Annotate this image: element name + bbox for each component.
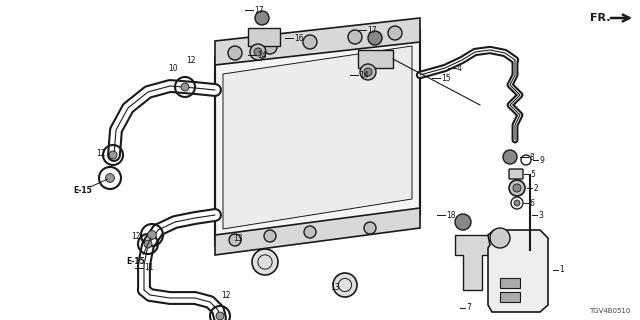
Circle shape	[490, 228, 510, 248]
Circle shape	[109, 151, 117, 159]
Text: 12: 12	[221, 292, 230, 300]
Circle shape	[364, 222, 376, 234]
Circle shape	[360, 64, 376, 80]
Circle shape	[348, 30, 362, 44]
Circle shape	[333, 273, 357, 297]
Circle shape	[509, 180, 525, 196]
Text: 14: 14	[257, 51, 267, 60]
Text: 13: 13	[233, 234, 243, 243]
Text: FR.: FR.	[590, 13, 611, 23]
Polygon shape	[455, 235, 490, 290]
Circle shape	[181, 83, 189, 91]
Bar	[500, 292, 520, 302]
Text: 18: 18	[446, 211, 456, 220]
Circle shape	[216, 312, 224, 320]
Text: 17: 17	[254, 5, 264, 14]
Text: 7: 7	[466, 303, 471, 313]
Circle shape	[513, 184, 521, 192]
Circle shape	[303, 35, 317, 49]
Circle shape	[254, 48, 262, 56]
Polygon shape	[215, 208, 420, 255]
Circle shape	[106, 173, 115, 182]
Text: 6: 6	[530, 198, 535, 207]
Circle shape	[144, 240, 152, 248]
Circle shape	[368, 31, 382, 45]
Circle shape	[228, 46, 242, 60]
Bar	[358, 50, 393, 68]
Text: 13: 13	[330, 284, 340, 292]
Text: 11: 11	[144, 263, 154, 273]
Text: 12: 12	[131, 231, 141, 241]
Circle shape	[264, 230, 276, 242]
Text: 15: 15	[441, 74, 451, 83]
Circle shape	[263, 40, 277, 54]
FancyBboxPatch shape	[509, 169, 523, 179]
Circle shape	[148, 231, 156, 239]
Text: 12: 12	[186, 55, 195, 65]
Circle shape	[364, 68, 372, 76]
Text: 3: 3	[538, 211, 543, 220]
Text: 9: 9	[539, 156, 544, 164]
Circle shape	[503, 150, 517, 164]
Text: 1: 1	[559, 266, 564, 275]
Circle shape	[255, 11, 269, 25]
Polygon shape	[215, 18, 420, 65]
Text: TGV4B0510: TGV4B0510	[589, 308, 630, 314]
Text: 17: 17	[367, 26, 376, 35]
Circle shape	[304, 226, 316, 238]
Circle shape	[252, 249, 278, 275]
Circle shape	[388, 26, 402, 40]
Text: E-15: E-15	[73, 186, 92, 195]
Circle shape	[455, 214, 471, 230]
Text: E-15: E-15	[126, 258, 145, 267]
Text: 8: 8	[529, 153, 534, 162]
Text: 5: 5	[530, 170, 535, 179]
Text: 10: 10	[168, 63, 178, 73]
Text: 14: 14	[359, 70, 369, 79]
Polygon shape	[215, 30, 420, 245]
Circle shape	[250, 44, 266, 60]
Circle shape	[229, 234, 241, 246]
Polygon shape	[488, 230, 548, 312]
Text: 4: 4	[457, 63, 462, 73]
Circle shape	[514, 200, 520, 206]
Bar	[500, 278, 520, 288]
Text: 12: 12	[96, 148, 106, 157]
Polygon shape	[223, 46, 412, 229]
Bar	[248, 28, 280, 46]
Text: 2: 2	[533, 183, 538, 193]
Text: 16: 16	[294, 34, 303, 43]
